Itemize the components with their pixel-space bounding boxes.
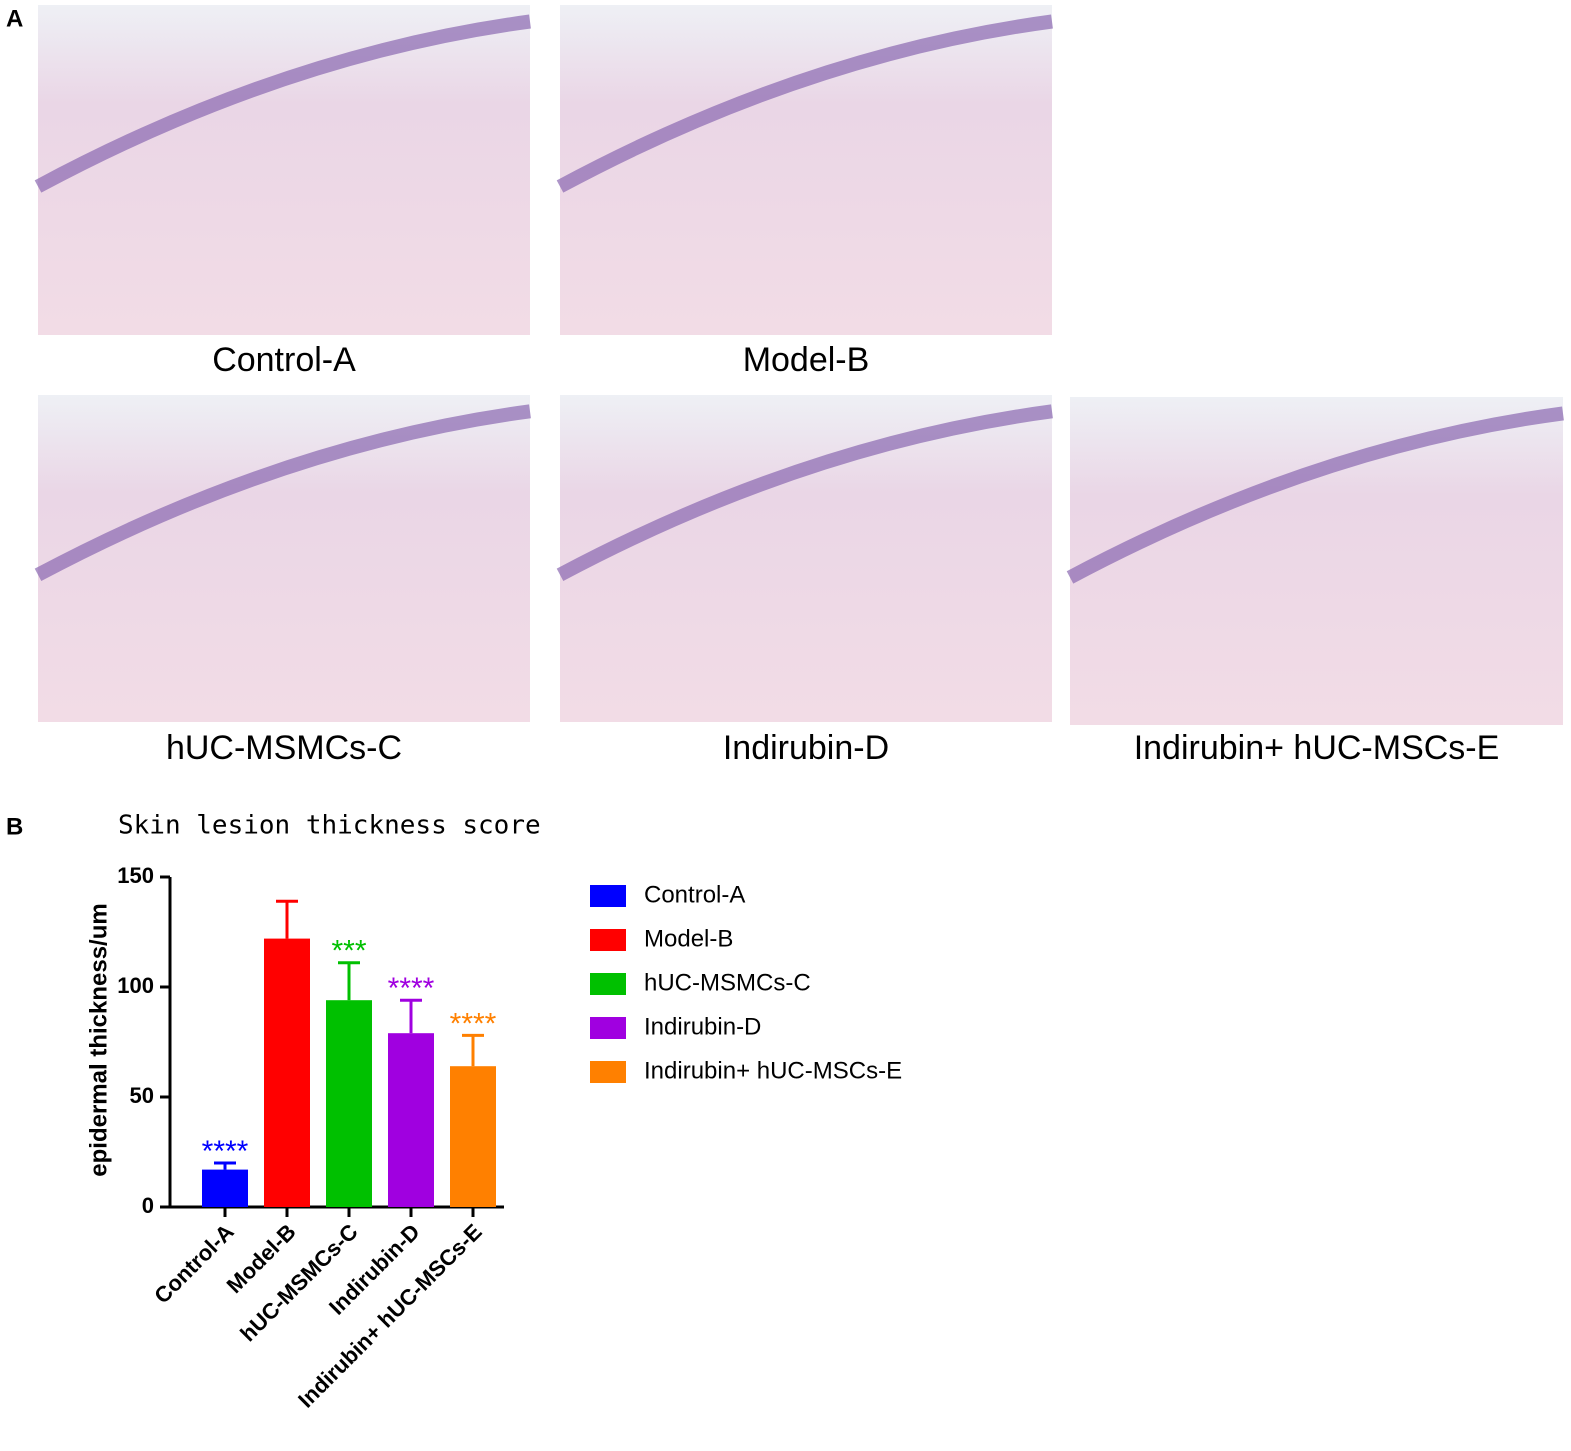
legend-label: Model-B bbox=[644, 925, 733, 952]
epidermis bbox=[34, 14, 531, 193]
legend-swatch bbox=[590, 929, 626, 951]
legend-swatch bbox=[590, 885, 626, 907]
error-bar bbox=[214, 1161, 236, 1170]
histology-image bbox=[1070, 397, 1563, 725]
bar bbox=[450, 1066, 496, 1207]
histology-image bbox=[38, 5, 530, 335]
epidermis bbox=[556, 404, 1053, 582]
x-tick-label: Control-A bbox=[149, 1219, 238, 1308]
error-bar bbox=[338, 961, 360, 1001]
legend-label: Control-A bbox=[644, 881, 745, 908]
significance-label: **** bbox=[388, 972, 435, 1005]
significance-label: **** bbox=[202, 1135, 249, 1168]
histology-image bbox=[38, 395, 530, 722]
error-bar bbox=[462, 1033, 484, 1067]
legend-label: Indirubin+ hUC-MSCs-E bbox=[644, 1057, 902, 1084]
image-caption: Control-A bbox=[212, 341, 356, 379]
panel-label: A bbox=[6, 5, 23, 32]
legend-label: Indirubin-D bbox=[644, 1013, 761, 1040]
epidermis bbox=[34, 404, 531, 582]
bar bbox=[388, 1033, 434, 1207]
chart-title: Skin lesion thickness score bbox=[118, 811, 541, 841]
legend-swatch bbox=[590, 1061, 626, 1083]
epidermis bbox=[1066, 406, 1564, 584]
error-bar bbox=[276, 899, 298, 939]
panel-label: B bbox=[6, 813, 23, 840]
y-tick-label: 150 bbox=[117, 863, 154, 888]
y-tick-label: 100 bbox=[117, 973, 154, 998]
histology-image bbox=[560, 395, 1052, 722]
legend-swatch bbox=[590, 1017, 626, 1039]
bar bbox=[202, 1169, 248, 1207]
histology-image bbox=[560, 5, 1052, 335]
y-tick-label: 50 bbox=[130, 1083, 154, 1108]
significance-label: **** bbox=[450, 1007, 497, 1040]
image-caption: Indirubin-D bbox=[723, 729, 889, 767]
image-caption: Indirubin+ hUC-MSCs-E bbox=[1134, 729, 1500, 767]
significance-label: *** bbox=[331, 935, 366, 968]
epidermis bbox=[556, 14, 1053, 193]
bar bbox=[326, 1000, 372, 1207]
bar-chart: 050100150Control-A****Control-AModel-BMo… bbox=[117, 863, 902, 1413]
image-caption: Model-B bbox=[743, 341, 870, 379]
bar bbox=[264, 938, 310, 1207]
panel-a: Control-A Model-B hUC-MSMCs-C Indirubin-D In… bbox=[34, 5, 1564, 767]
y-tick-label: 0 bbox=[142, 1193, 154, 1218]
image-caption: hUC-MSMCs-C bbox=[166, 729, 402, 767]
legend-swatch bbox=[590, 973, 626, 995]
legend-label: hUC-MSMCs-C bbox=[644, 969, 811, 996]
y-axis-label: epidermal thickness/um bbox=[85, 903, 112, 1176]
error-bar bbox=[400, 998, 422, 1034]
